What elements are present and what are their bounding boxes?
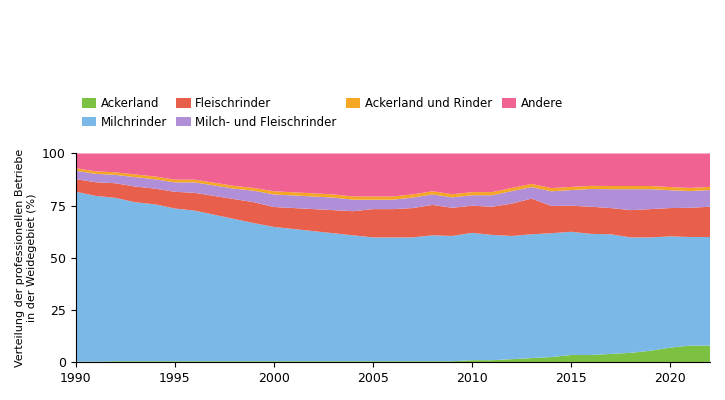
Legend: Ackerland, Milchrinder, Fleischrinder, Milch- und Fleischrinder, Ackerland und R: Ackerland, Milchrinder, Fleischrinder, M…: [82, 97, 563, 129]
Y-axis label: Verteilung der professionellen Betriebe
in der Weidegebiet (%): Verteilung der professionellen Betriebe …: [15, 149, 36, 367]
